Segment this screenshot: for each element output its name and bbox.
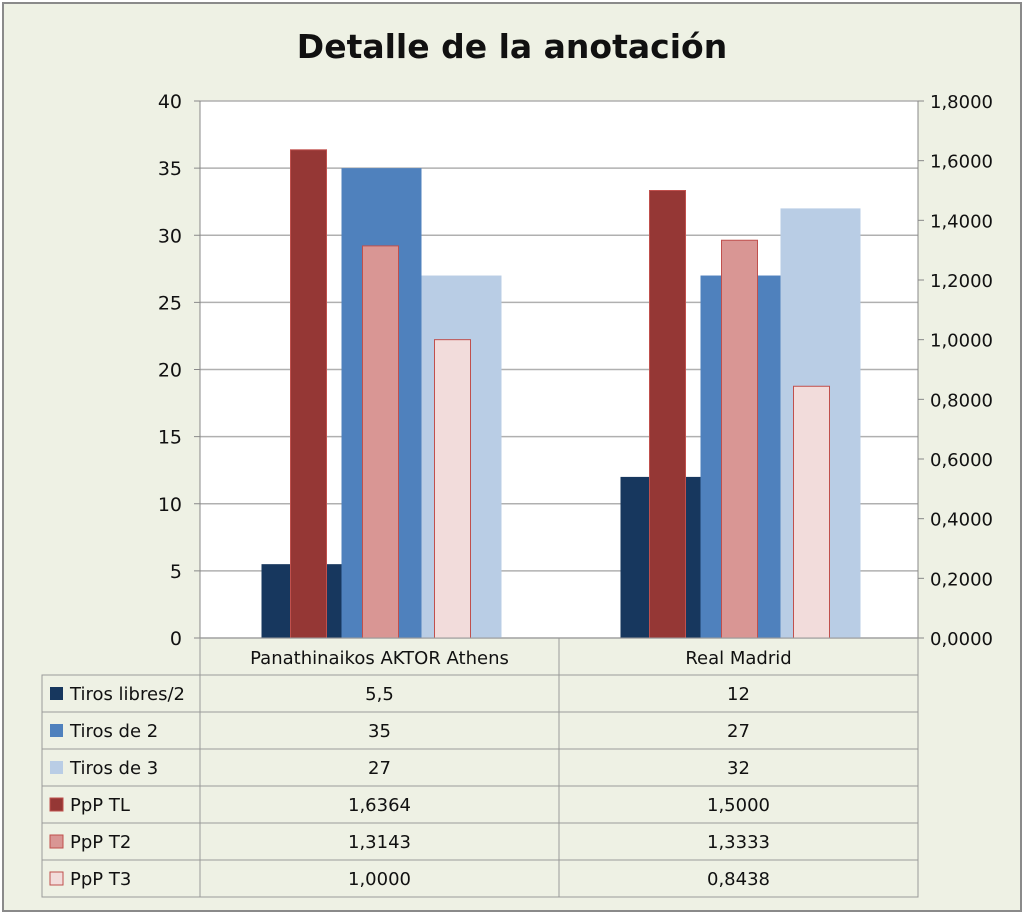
bar-ppp-t2 bbox=[362, 245, 399, 639]
y2-tick-label: 1,0000 bbox=[930, 331, 993, 352]
y2-tick-label: 0,0000 bbox=[930, 629, 993, 650]
legend-label: PpP TL bbox=[70, 795, 130, 816]
category-label: Panathinaikos AKTOR Athens bbox=[250, 648, 509, 669]
y-tick-label: 40 bbox=[158, 91, 182, 113]
bar-ppp-t2 bbox=[721, 239, 758, 639]
bar-ppp-tl bbox=[290, 149, 327, 639]
table-cell: 27 bbox=[727, 721, 750, 742]
y2-tick-label: 1,8000 bbox=[930, 92, 993, 113]
table-cell: 1,3143 bbox=[348, 832, 411, 853]
y-tick-label: 0 bbox=[170, 628, 182, 650]
y-tick-label: 5 bbox=[170, 561, 182, 583]
y2-tick-label: 0,8000 bbox=[930, 390, 993, 411]
y2-tick-label: 1,4000 bbox=[930, 211, 993, 232]
table-cell: 1,0000 bbox=[348, 869, 411, 890]
y-tick-label: 20 bbox=[158, 360, 182, 382]
legend-label: Tiros de 2 bbox=[69, 721, 158, 742]
legend-label: PpP T2 bbox=[70, 832, 131, 853]
y2-tick-label: 1,6000 bbox=[930, 152, 993, 173]
category-label: Real Madrid bbox=[685, 648, 791, 669]
legend-label: Tiros libres/2 bbox=[69, 684, 185, 705]
table-cell: 32 bbox=[727, 758, 750, 779]
y-tick-label: 15 bbox=[158, 427, 182, 449]
table-cell: 1,3333 bbox=[707, 832, 770, 853]
table-cell: 1,6364 bbox=[348, 795, 411, 816]
table-cell: 12 bbox=[727, 684, 750, 705]
y2-tick-label: 0,4000 bbox=[930, 510, 993, 531]
y-tick-label: 35 bbox=[158, 158, 182, 180]
bar-ppp-tl bbox=[649, 190, 686, 639]
table-cell: 27 bbox=[368, 758, 391, 779]
table-cell: 35 bbox=[368, 721, 391, 742]
table-cell: 0,8438 bbox=[707, 869, 770, 890]
legend-key bbox=[50, 761, 63, 774]
legend-key bbox=[50, 724, 63, 737]
y2-tick-label: 0,2000 bbox=[930, 569, 993, 590]
table-cell: 5,5 bbox=[365, 684, 394, 705]
chart-title: Detalle de la anotación bbox=[297, 27, 727, 66]
legend-label: PpP T3 bbox=[70, 869, 131, 890]
table-cell: 1,5000 bbox=[707, 795, 770, 816]
y-tick-label: 25 bbox=[158, 292, 182, 314]
y2-tick-label: 0,6000 bbox=[930, 450, 993, 471]
legend-key bbox=[49, 871, 64, 886]
legend-key bbox=[49, 797, 64, 812]
bar-ppp-t3 bbox=[793, 385, 830, 639]
legend-label: Tiros de 3 bbox=[69, 758, 158, 779]
y-tick-label: 10 bbox=[158, 494, 182, 516]
y2-tick-label: 1,2000 bbox=[930, 271, 993, 292]
legend-key bbox=[50, 687, 63, 700]
legend-key bbox=[49, 834, 64, 849]
y-tick-label: 30 bbox=[158, 225, 182, 247]
bar-ppp-t3 bbox=[434, 339, 471, 639]
